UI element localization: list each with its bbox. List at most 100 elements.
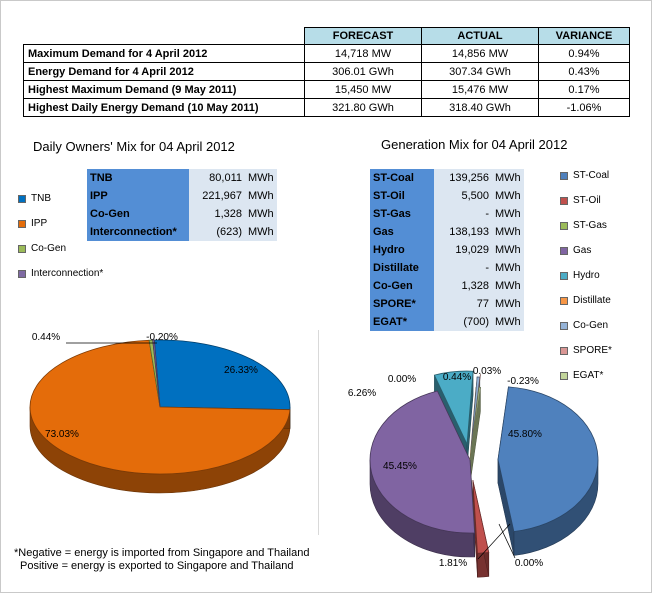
gen-name: Gas — [370, 223, 434, 241]
owners-values-table: TNB 80,011 MWh IPP 221,967 MWh Co-Gen 1,328 MW… — [87, 169, 277, 241]
forecast-cell: 321.80 GWh — [304, 98, 422, 117]
gen-name: Co-Gen — [370, 277, 434, 295]
generation-data-label: 45.80% — [508, 429, 542, 440]
row-label: Energy Demand for 4 April 2012 — [23, 62, 305, 81]
generation-legend-item: ST-Oil — [560, 188, 612, 213]
legend-swatch — [560, 221, 568, 230]
legend-swatch — [560, 171, 568, 180]
gen-value: 138,193 — [434, 223, 492, 241]
gen-value: 139,256 — [434, 169, 492, 187]
gen-value: 19,029 — [434, 241, 492, 259]
legend-label: Co-Gen — [573, 320, 609, 331]
table-row: SPORE* 77 MWh — [370, 295, 524, 313]
legend-label: ST-Gas — [573, 220, 607, 231]
generation-data-label: 0.00% — [515, 558, 543, 569]
generation-values-table: ST-Coal 139,256 MWh ST-Oil 5,500 MWh ST-Gas -… — [370, 169, 524, 331]
gen-unit: MWh — [492, 169, 524, 187]
legend-swatch — [560, 346, 568, 355]
table-row: Hydro 19,029 MWh — [370, 241, 524, 259]
generation-legend-item: Distillate — [560, 288, 612, 313]
legend-swatch — [18, 194, 26, 203]
gen-name: Distillate — [370, 259, 434, 277]
owners-legend-item: Co-Gen — [18, 236, 103, 261]
gen-unit: MWh — [492, 223, 524, 241]
owner-name: Co-Gen — [87, 205, 189, 223]
legend-label: EGAT* — [573, 370, 604, 381]
table-row: ST-Coal 139,256 MWh — [370, 169, 524, 187]
gen-unit: MWh — [492, 241, 524, 259]
gen-value: - — [434, 259, 492, 277]
generation-legend-item: EGAT* — [560, 363, 612, 388]
generation-data-label: 6.26% — [348, 388, 376, 399]
gen-value: - — [434, 205, 492, 223]
owners-chart-title: Daily Owners' Mix for 04 April 2012 — [33, 139, 235, 154]
owner-name: Interconnection* — [87, 223, 189, 241]
legend-swatch — [560, 321, 568, 330]
owner-value: 1,328 — [189, 205, 245, 223]
table-row: EGAT* (700) MWh — [370, 313, 524, 331]
footnote-line-2: Positive = energy is exported to Singapo… — [20, 560, 294, 572]
owner-value: 221,967 — [189, 187, 245, 205]
gen-value: 77 — [434, 295, 492, 313]
generation-slice — [469, 386, 481, 461]
table-row: ST-Oil 5,500 MWh — [370, 187, 524, 205]
legend-swatch — [18, 269, 26, 278]
legend-swatch — [560, 271, 568, 280]
generation-data-label: 0.44% — [443, 372, 471, 383]
legend-swatch — [560, 196, 568, 205]
owner-unit: MWh — [245, 169, 277, 187]
generation-data-label: 0.00% — [388, 374, 416, 385]
owner-name: TNB — [87, 169, 189, 187]
legend-label: Interconnection* — [31, 268, 104, 279]
owners-data-label: -0.20% — [146, 332, 178, 343]
owners-legend-item: Interconnection* — [18, 261, 103, 286]
owners-data-label: 73.03% — [45, 429, 79, 440]
legend-swatch — [18, 244, 26, 253]
legend-label: TNB — [31, 193, 51, 204]
demand-summary-table: FORECAST ACTUAL VARIANCE Maximum Demand … — [23, 27, 630, 117]
table-row: IPP 221,967 MWh — [87, 187, 277, 205]
generation-leader-line — [498, 523, 516, 559]
owners-data-label: 26.33% — [224, 365, 258, 376]
generation-slice — [369, 390, 476, 534]
generation-legend-item: SPORE* — [560, 338, 612, 363]
table-header-row: FORECAST ACTUAL VARIANCE — [24, 27, 630, 45]
gen-unit: MWh — [492, 259, 524, 277]
generation-legend-item: Co-Gen — [560, 313, 612, 338]
gen-name: SPORE* — [370, 295, 434, 313]
variance-cell: 0.94% — [538, 44, 630, 63]
legend-swatch — [560, 296, 568, 305]
table-row: Interconnection* (623) MWh — [87, 223, 277, 241]
gen-unit: MWh — [492, 277, 524, 295]
generation-data-label: 1.81% — [439, 558, 467, 569]
gen-unit: MWh — [492, 295, 524, 313]
variance-cell: -1.06% — [538, 98, 630, 117]
generation-legend: ST-Coal ST-Oil ST-Gas Gas Hydro Distillate Co-… — [560, 163, 612, 388]
generation-data-label: -0.23% — [507, 376, 539, 387]
gen-name: ST-Oil — [370, 187, 434, 205]
generation-data-label: 45.45% — [383, 461, 417, 472]
owner-name: IPP — [87, 187, 189, 205]
gen-value: (700) — [434, 313, 492, 331]
legend-label: SPORE* — [573, 345, 612, 356]
actual-cell: 15,476 MW — [421, 80, 539, 99]
owners-slice — [152, 339, 161, 408]
generation-legend-item: Hydro — [560, 263, 612, 288]
owner-unit: MWh — [245, 205, 277, 223]
legend-label: IPP — [31, 218, 48, 229]
generation-chart-title: Generation Mix for 04 April 2012 — [381, 137, 568, 152]
generation-data-label: 0.03% — [473, 366, 501, 377]
table-row: Co-Gen 1,328 MWh — [87, 205, 277, 223]
gen-name: EGAT* — [370, 313, 434, 331]
gen-value: 1,328 — [434, 277, 492, 295]
owners-slice — [153, 339, 291, 411]
gen-name: ST-Coal — [370, 169, 434, 187]
gen-unit: MWh — [492, 205, 524, 223]
owner-value: (623) — [189, 223, 245, 241]
footnote: *Negative = energy is imported from Sing… — [14, 547, 309, 573]
row-label: Highest Daily Energy Demand (10 May 2011… — [23, 98, 305, 117]
table-row: Co-Gen 1,328 MWh — [370, 277, 524, 295]
chart-divider — [318, 330, 319, 535]
legend-swatch — [560, 371, 568, 380]
